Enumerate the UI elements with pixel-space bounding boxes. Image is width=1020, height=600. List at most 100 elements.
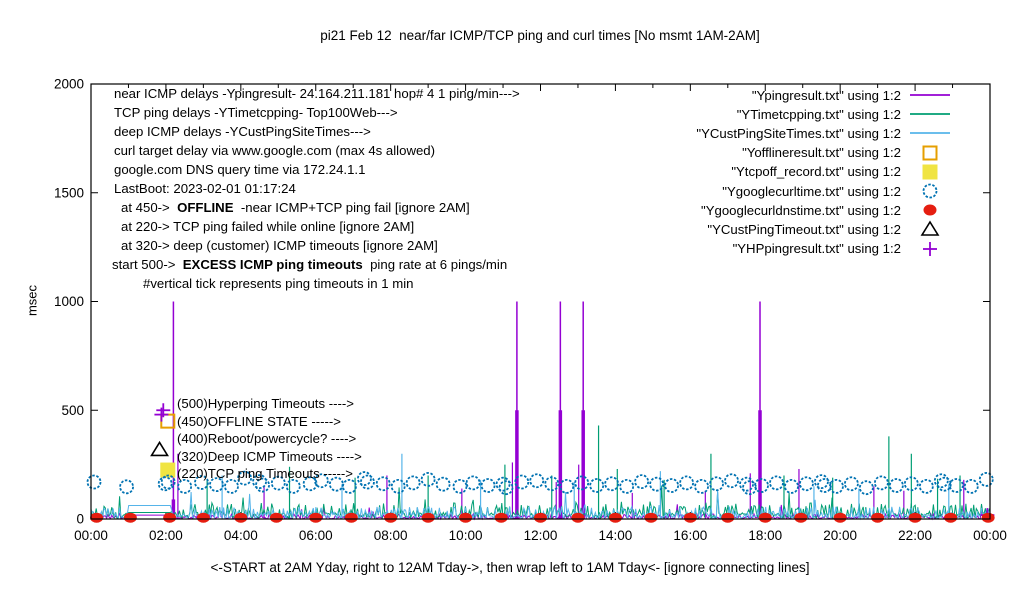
circle-open-marker <box>529 473 545 489</box>
circle-open-marker <box>420 472 436 487</box>
circle-filled-marker <box>123 512 137 523</box>
x-tick-label: 20:00 <box>823 528 857 543</box>
circle-open-marker <box>724 473 739 489</box>
x-tick-label: 14:00 <box>599 528 633 543</box>
x-tick-label: 18:00 <box>748 528 782 543</box>
x-tick-label: 10:00 <box>449 528 483 543</box>
legend-entry-label: "Yofflineresult.txt" using 1:2 <box>742 145 901 161</box>
circle-open-marker <box>544 476 560 492</box>
circle-filled-marker <box>758 512 772 523</box>
info-line-text: ping rate at 6 pings/min <box>362 257 508 272</box>
circle-open-marker <box>119 479 134 495</box>
callout-label-220: (220)TCP ping Timeouts -----> <box>177 466 354 481</box>
info-line: #vertical tick represents ping timeouts … <box>112 274 520 293</box>
x-axis-label: <-START at 2AM Yday, right to 12AM Tday-… <box>210 560 810 575</box>
circle-open-marker <box>634 474 650 489</box>
circle-open-marker <box>255 477 270 493</box>
circle-open-marker <box>465 475 481 491</box>
plot-border <box>90 83 991 520</box>
info-line-text: at 320-> deep (customer) ICMP timeouts [… <box>121 238 438 253</box>
info-line: start 500-> EXCESS ICMP ping timeouts pi… <box>112 255 520 274</box>
circle-open-marker <box>694 478 709 494</box>
info-line-text: curl target delay via www.google.com (ma… <box>114 143 436 158</box>
info-line: TCP ping delays -YTimetcpping- Top100Web… <box>112 103 520 122</box>
callout-label-400: (400)Reboot/powercycle? ----> <box>177 431 357 446</box>
legend-marker-circle-filled <box>923 204 937 216</box>
info-annotations: near ICMP delays -Ypingresult- 24.164.21… <box>112 84 520 293</box>
info-line-text: deep ICMP delays -YCustPingSiteTimes---> <box>114 124 371 139</box>
x-tick-label: 00:00 <box>74 528 108 543</box>
circle-open-marker <box>514 474 530 490</box>
circle-filled-marker <box>944 512 958 523</box>
circle-open-marker <box>452 478 468 494</box>
info-line: LastBoot: 2023-02-01 01:17:24 <box>112 179 520 198</box>
circle-open-marker <box>709 476 724 492</box>
legend-marker-line <box>910 94 950 96</box>
circle-filled-marker <box>459 512 473 523</box>
legend-entry-label: "YHPpingresult.txt" using 1:2 <box>732 241 901 257</box>
info-line-text: #vertical tick represents ping timeouts … <box>143 276 414 291</box>
callout-label-320: (320)Deep ICMP Timeouts ----> <box>177 448 362 464</box>
legend-entry: "YHPpingresult.txt" using 1:2 <box>0 239 952 258</box>
circle-open-marker <box>177 478 193 494</box>
legend-marker-square-open <box>922 145 938 161</box>
circle-filled-marker <box>683 512 697 523</box>
triangle-open-marker <box>150 440 169 457</box>
legend-entry-label: "YTimetcpping.txt" using 1:2 <box>736 106 901 122</box>
legend-marker-plus <box>923 241 937 256</box>
chart-title: pi21 Feb 12 near/far ICMP/TCP ping and c… <box>320 28 760 43</box>
circle-filled-marker <box>494 512 508 523</box>
info-line-text: at 450-> <box>121 200 178 215</box>
legend-marker-circle-open <box>922 183 938 199</box>
circle-filled-marker <box>721 512 735 523</box>
circle-open-marker <box>480 478 496 493</box>
legend-entry: "Ygooglecurltime.txt" using 1:2 <box>0 182 952 201</box>
legend-marker-triangle-open <box>920 220 940 237</box>
circle-open-marker <box>799 476 814 492</box>
circle-open-marker <box>360 474 375 490</box>
info-line: google.com DNS query time via 172.24.1.1 <box>112 160 520 179</box>
legend-entry: "Yofflineresult.txt" using 1:2 <box>0 143 952 162</box>
circle-open-marker <box>390 478 406 494</box>
circle-open-marker <box>313 473 329 489</box>
circle-open-marker <box>784 478 799 494</box>
info-line-bold-text: OFFLINE <box>177 200 234 215</box>
circle-filled-marker <box>421 512 435 523</box>
circle-open-marker <box>495 476 511 492</box>
info-line: at 220-> TCP ping failed while online [i… <box>112 217 520 236</box>
y-tick-label: 500 <box>61 403 84 418</box>
circle-open-marker <box>357 471 372 486</box>
circle-open-marker <box>978 472 994 487</box>
circle-open-marker <box>619 478 635 494</box>
circle-open-marker <box>86 474 102 490</box>
circle-filled-marker <box>571 512 585 523</box>
legend-entry: "Ygooglecurldnstime.txt" using 1:2 <box>0 201 952 220</box>
legend-entry-label: "YCustPingSiteTimes.txt" using 1:2 <box>696 125 901 141</box>
circle-open-marker <box>498 480 514 496</box>
info-line: curl target delay via www.google.com (ma… <box>112 141 520 160</box>
circle-open-marker <box>252 474 267 489</box>
circle-filled-marker <box>234 512 248 523</box>
circle-open-marker <box>814 474 829 489</box>
circle-filled-marker <box>344 512 358 523</box>
y-tick-label: 1500 <box>54 185 84 200</box>
circle-open-marker <box>858 480 874 496</box>
legend-entry: "Ytcpoff_record.txt" using 1:2 <box>0 162 952 181</box>
legend-entry: "YCustPingSiteTimes.txt" using 1:2 <box>0 124 952 143</box>
legend-entry: "YCustPingTimeout.txt" using 1:2 <box>0 220 952 239</box>
x-tick-label: 22:00 <box>898 528 932 543</box>
legend-entry-label: "Ytcpoff_record.txt" using 1:2 <box>731 164 901 180</box>
circle-filled-marker <box>269 512 283 523</box>
circle-open-marker <box>559 478 575 494</box>
circle-filled-marker <box>608 512 622 523</box>
circle-open-marker <box>649 476 665 492</box>
x-tick-label: 08:00 <box>374 528 408 543</box>
callout-label-450: (450)OFFLINE STATE -----> <box>177 413 341 429</box>
y-tick-label: 1000 <box>54 294 84 309</box>
x-tick-label: 02:00 <box>149 528 183 543</box>
circle-open-marker <box>342 478 357 494</box>
circle-filled-marker <box>871 512 885 523</box>
circle-open-marker <box>918 478 934 494</box>
circle-filled-marker <box>981 512 995 523</box>
